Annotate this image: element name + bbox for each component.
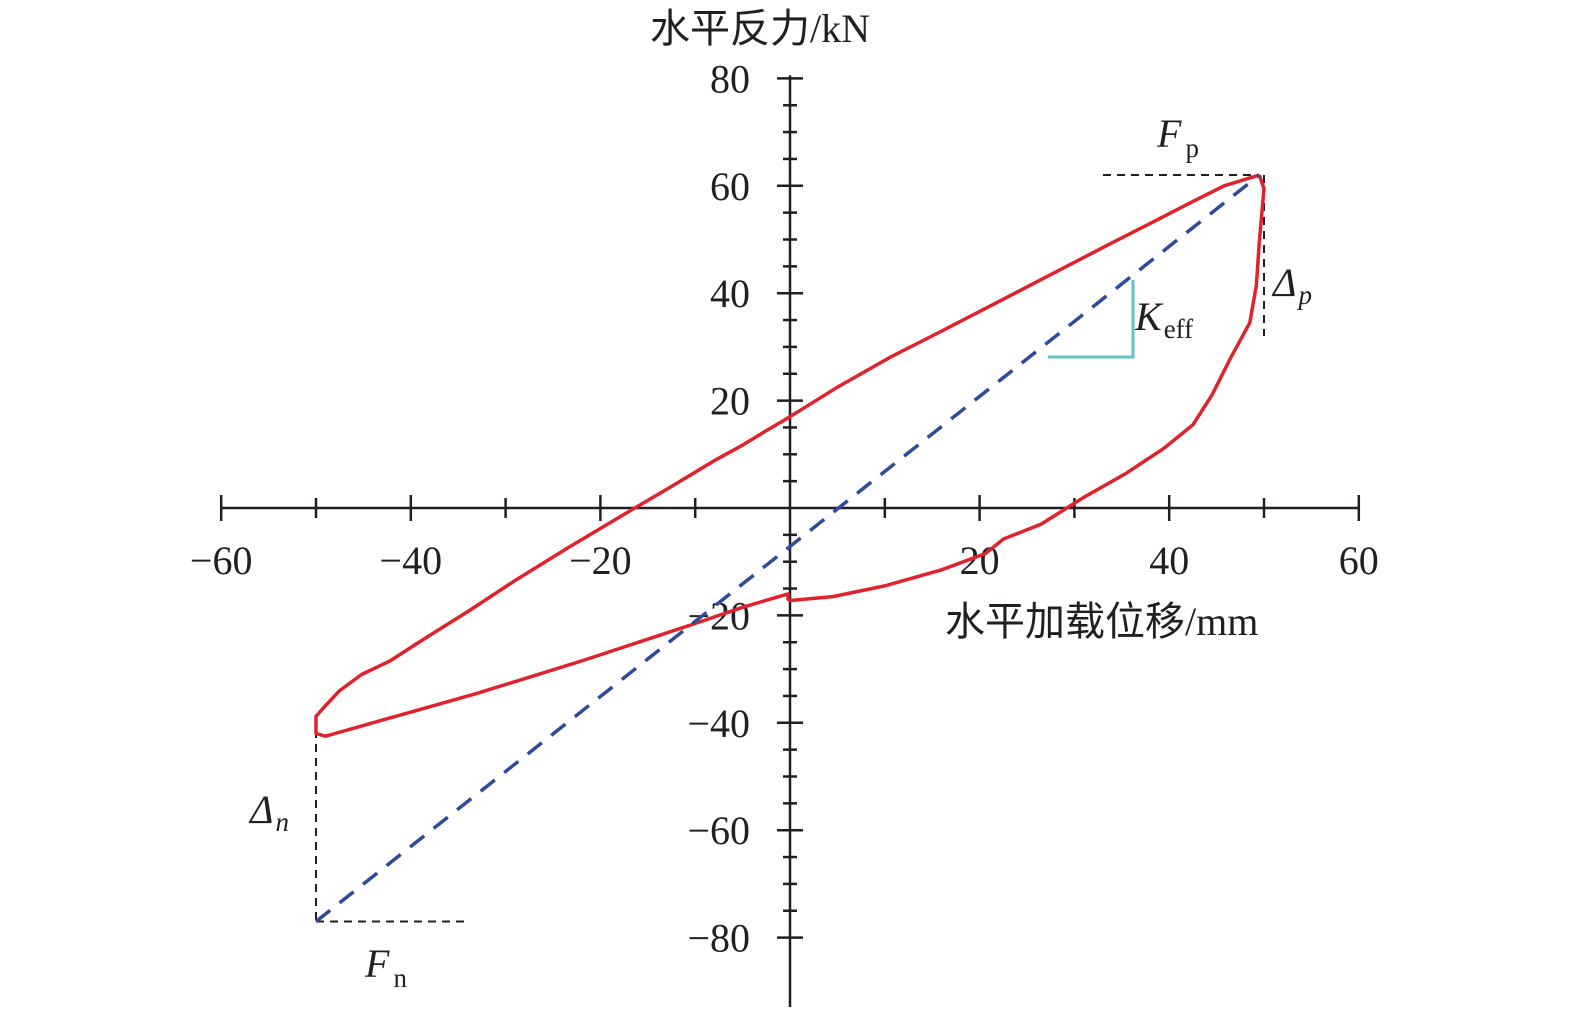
y-tick-label: 60	[710, 164, 750, 209]
x-tick-label: 60	[1339, 538, 1379, 583]
stiffness-marker	[1048, 280, 1135, 359]
annotation-delta-n: Δn	[248, 787, 289, 837]
annotation-delta-p-main: Δ	[1271, 260, 1296, 305]
annotation-delta-p: Δp	[1271, 260, 1312, 310]
annotation-delta-n-main: Δ	[248, 787, 273, 832]
y-axis-title: 水平反力/kN	[650, 6, 870, 51]
x-tick-label: −40	[380, 538, 443, 583]
annotation-fp-sub: p	[1185, 133, 1199, 163]
x-tick-label: 40	[1149, 538, 1189, 583]
annotation-fp-main: F	[1156, 111, 1182, 156]
annotation-keff-main: K	[1134, 294, 1164, 339]
x-tick-label: −20	[569, 538, 632, 583]
y-tick-label: −80	[687, 916, 750, 961]
x-tick-label: −60	[190, 538, 253, 583]
series	[314, 173, 1266, 923]
guide-lines	[315, 174, 1265, 923]
y-tick-label: 20	[710, 379, 750, 424]
y-tick-label: −40	[687, 701, 750, 746]
annotation-delta-n-sub: n	[275, 807, 289, 837]
annotation-keff-sub: eff	[1164, 314, 1193, 344]
annotation-fn-sub: n	[393, 963, 407, 993]
y-tick-label: 80	[710, 56, 750, 101]
annotation-fn-main: F	[364, 941, 390, 986]
x-axis-title: 水平加载位移/mm	[945, 599, 1258, 644]
tick-marks	[219, 77, 1361, 939]
hysteresis-loop	[314, 173, 1266, 738]
annotation-delta-p-sub: p	[1296, 280, 1312, 310]
annotation-keff: Keff	[1134, 294, 1193, 344]
y-tick-label: 40	[710, 271, 750, 316]
y-tick-label: −60	[687, 808, 750, 853]
secant-stiffness-line	[314, 173, 1261, 923]
